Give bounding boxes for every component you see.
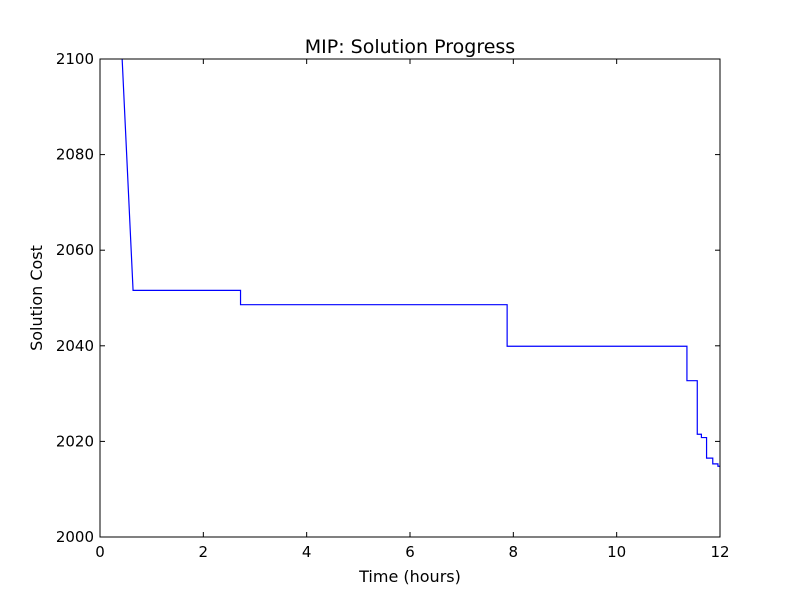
x-tick-label: 10 (607, 543, 626, 561)
chart-title: MIP: Solution Progress (305, 36, 515, 58)
y-tick-label: 2100 (56, 50, 94, 68)
y-tick-label: 2080 (56, 146, 94, 164)
axes-frame (99, 58, 721, 538)
x-tick-label: 0 (95, 543, 105, 561)
y-tick-label: 2040 (56, 337, 94, 355)
x-tick-label: 12 (710, 543, 729, 561)
x-tick-label: 2 (199, 543, 209, 561)
x-axis-label: Time (hours) (358, 567, 461, 586)
x-tick-label: 4 (302, 543, 312, 561)
x-tick-label: 8 (509, 543, 519, 561)
y-tick-label: 2020 (56, 432, 94, 450)
y-tick-label: 2000 (56, 528, 94, 546)
series-line-0 (121, 59, 720, 467)
y-axis-label: Solution Cost (27, 245, 46, 351)
y-tick-label: 2060 (56, 241, 94, 259)
x-tick-label: 6 (405, 543, 415, 561)
